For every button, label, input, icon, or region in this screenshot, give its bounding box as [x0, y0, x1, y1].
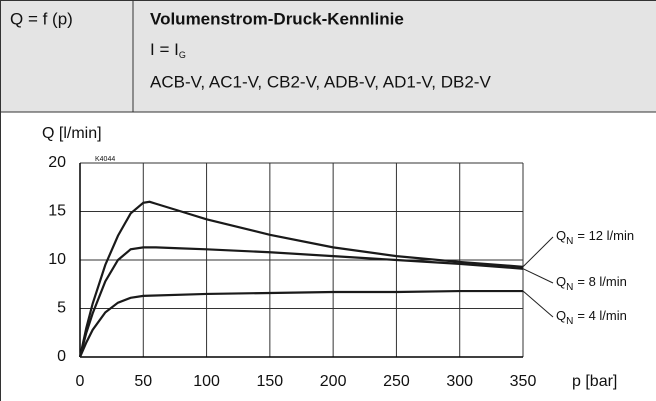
chart-code: K4044	[95, 156, 115, 163]
y-tick-label: 10	[48, 251, 66, 268]
label-subscript: N	[566, 282, 573, 293]
header-models: ACB-V, AC1-V, CB2-V, ADB-V, AD1-V, DB2-V	[150, 72, 491, 91]
label-name: = 8 l/min	[577, 274, 627, 289]
leader-line	[522, 290, 554, 318]
series-label: QN = 4 l/min	[556, 308, 627, 326]
x-tick-label: 250	[383, 373, 410, 390]
label-symbol: Q	[556, 274, 566, 289]
header-title: Volumenstrom-Druck-Kennlinie	[150, 9, 404, 28]
header-left: Q = f (p)	[10, 9, 73, 28]
y-axis-label: Q [l/min]	[42, 125, 102, 142]
current-subscript: G	[179, 50, 186, 60]
leader-line	[522, 268, 554, 284]
header-current: I = IG	[150, 40, 186, 60]
label-subscript: N	[566, 316, 573, 327]
series-label: QN = 8 l/min	[556, 274, 627, 292]
x-axis-label: p [bar]	[572, 373, 617, 390]
curve	[78, 246, 524, 358]
header-bg	[0, 0, 656, 112]
curve	[78, 289, 523, 358]
label-symbol: Q	[556, 228, 566, 243]
label-symbol: Q	[556, 308, 566, 323]
series-label: QN = 12 l/min	[556, 228, 634, 246]
label-name: = 4 l/min	[577, 308, 627, 323]
x-tick-label: 350	[510, 373, 537, 390]
y-tick-label: 15	[48, 203, 66, 220]
x-tick-label: 100	[193, 373, 220, 390]
curve	[78, 200, 524, 358]
y-tick-label: 0	[57, 348, 66, 365]
x-tick-label: 150	[257, 373, 284, 390]
x-tick-label: 50	[134, 373, 152, 390]
x-tick-label: 300	[446, 373, 473, 390]
label-name: = 12 l/min	[577, 228, 634, 243]
leader-line	[522, 236, 554, 268]
x-tick-label: 200	[320, 373, 347, 390]
y-tick-label: 5	[57, 300, 66, 317]
label-subscript: N	[566, 236, 573, 247]
x-tick-label: 0	[76, 373, 85, 390]
current-symbol: I = I	[150, 40, 179, 59]
y-tick-label: 20	[48, 154, 66, 171]
